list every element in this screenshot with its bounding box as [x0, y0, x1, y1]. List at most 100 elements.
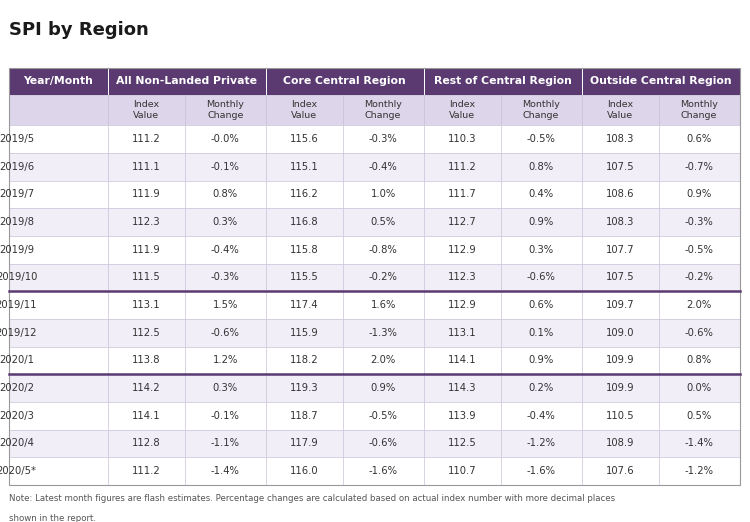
Text: 1.0%: 1.0% — [370, 189, 396, 199]
Text: Year/Month: Year/Month — [23, 76, 93, 87]
Text: 2019/10: 2019/10 — [0, 272, 38, 282]
Text: 108.3: 108.3 — [606, 134, 634, 144]
Text: -0.5%: -0.5% — [685, 245, 713, 255]
Text: Monthly
Change: Monthly Change — [206, 100, 245, 120]
Text: -0.2%: -0.2% — [685, 272, 713, 282]
Text: 110.5: 110.5 — [606, 411, 634, 421]
Text: 0.1%: 0.1% — [529, 328, 554, 338]
Text: 109.9: 109.9 — [606, 383, 634, 393]
Text: 113.8: 113.8 — [132, 355, 160, 365]
Text: 115.6: 115.6 — [290, 134, 319, 144]
Text: -0.1%: -0.1% — [211, 162, 240, 172]
Text: 0.5%: 0.5% — [686, 411, 712, 421]
Text: 0.9%: 0.9% — [686, 189, 712, 199]
Text: 117.9: 117.9 — [290, 438, 319, 448]
Text: 112.8: 112.8 — [132, 438, 160, 448]
Text: 107.7: 107.7 — [606, 245, 634, 255]
Text: 0.6%: 0.6% — [686, 134, 712, 144]
Text: 2019/5: 2019/5 — [0, 134, 34, 144]
Text: 2020/2: 2020/2 — [0, 383, 34, 393]
Text: -0.1%: -0.1% — [211, 411, 240, 421]
Text: shown in the report.: shown in the report. — [9, 514, 96, 522]
Text: 113.1: 113.1 — [448, 328, 476, 338]
Text: -0.8%: -0.8% — [369, 245, 398, 255]
Text: SPI by Region: SPI by Region — [9, 21, 148, 39]
Text: 111.9: 111.9 — [132, 245, 160, 255]
Text: 114.1: 114.1 — [448, 355, 476, 365]
Text: 118.7: 118.7 — [290, 411, 319, 421]
Text: Note: Latest month figures are flash estimates. Percentage changes are calculate: Note: Latest month figures are flash est… — [9, 494, 615, 503]
Text: 110.7: 110.7 — [448, 466, 476, 476]
Text: -0.3%: -0.3% — [369, 134, 398, 144]
Text: 114.1: 114.1 — [132, 411, 160, 421]
Text: Monthly
Change: Monthly Change — [680, 100, 718, 120]
Text: 116.8: 116.8 — [290, 217, 319, 227]
Text: -0.0%: -0.0% — [211, 134, 239, 144]
Text: 115.1: 115.1 — [290, 162, 319, 172]
Text: -1.4%: -1.4% — [211, 466, 240, 476]
Text: 2020/4: 2020/4 — [0, 438, 34, 448]
Text: -0.4%: -0.4% — [369, 162, 398, 172]
Text: Index
Value: Index Value — [134, 100, 159, 120]
Text: 111.2: 111.2 — [448, 162, 476, 172]
Text: Rest of Central Region: Rest of Central Region — [433, 76, 572, 87]
Text: 2020/5*: 2020/5* — [0, 466, 37, 476]
Text: 112.5: 112.5 — [132, 328, 160, 338]
Text: All Non-Landed Private: All Non-Landed Private — [116, 76, 257, 87]
Text: -0.6%: -0.6% — [211, 328, 240, 338]
Text: 0.8%: 0.8% — [529, 162, 554, 172]
Text: 1.5%: 1.5% — [212, 300, 238, 310]
Text: 112.9: 112.9 — [448, 300, 476, 310]
Text: -1.4%: -1.4% — [685, 438, 713, 448]
Text: -0.6%: -0.6% — [369, 438, 398, 448]
Text: 2019/11: 2019/11 — [0, 300, 38, 310]
Text: -0.4%: -0.4% — [211, 245, 239, 255]
Text: 2019/7: 2019/7 — [0, 189, 34, 199]
Text: -1.6%: -1.6% — [369, 466, 398, 476]
Text: 117.4: 117.4 — [290, 300, 319, 310]
Text: 115.9: 115.9 — [290, 328, 319, 338]
Text: 112.3: 112.3 — [132, 217, 160, 227]
Text: Monthly
Change: Monthly Change — [522, 100, 560, 120]
Text: 111.5: 111.5 — [132, 272, 160, 282]
Text: 113.9: 113.9 — [448, 411, 476, 421]
Text: 119.3: 119.3 — [290, 383, 319, 393]
Text: -1.2%: -1.2% — [526, 438, 556, 448]
Text: 0.3%: 0.3% — [529, 245, 554, 255]
Text: -0.3%: -0.3% — [211, 272, 239, 282]
Text: Outside Central Region: Outside Central Region — [590, 76, 731, 87]
Text: 111.9: 111.9 — [132, 189, 160, 199]
Text: 2020/3: 2020/3 — [0, 411, 34, 421]
Text: 0.4%: 0.4% — [529, 189, 554, 199]
Text: 107.5: 107.5 — [606, 162, 634, 172]
Text: -0.3%: -0.3% — [685, 217, 713, 227]
Text: 0.9%: 0.9% — [529, 355, 554, 365]
Text: 108.6: 108.6 — [606, 189, 634, 199]
Text: 2.0%: 2.0% — [686, 300, 712, 310]
Text: 107.6: 107.6 — [606, 466, 634, 476]
Text: 0.9%: 0.9% — [529, 217, 554, 227]
Text: 111.2: 111.2 — [132, 466, 160, 476]
Text: -1.1%: -1.1% — [211, 438, 240, 448]
Text: -0.6%: -0.6% — [526, 272, 556, 282]
Text: 2019/12: 2019/12 — [0, 328, 38, 338]
Text: 109.0: 109.0 — [606, 328, 634, 338]
Text: -0.5%: -0.5% — [526, 134, 556, 144]
Text: 112.5: 112.5 — [448, 438, 476, 448]
Text: 115.8: 115.8 — [290, 245, 319, 255]
Text: 116.2: 116.2 — [290, 189, 319, 199]
Text: 1.2%: 1.2% — [212, 355, 238, 365]
Text: Core Central Region: Core Central Region — [284, 76, 406, 87]
Text: 112.3: 112.3 — [448, 272, 476, 282]
Text: 115.5: 115.5 — [290, 272, 319, 282]
Text: 0.5%: 0.5% — [370, 217, 396, 227]
Text: 107.5: 107.5 — [606, 272, 634, 282]
Text: 2019/9: 2019/9 — [0, 245, 34, 255]
Text: 0.2%: 0.2% — [529, 383, 554, 393]
Text: 111.1: 111.1 — [132, 162, 160, 172]
Text: 2019/8: 2019/8 — [0, 217, 34, 227]
Text: 0.6%: 0.6% — [529, 300, 554, 310]
Text: 0.8%: 0.8% — [213, 189, 238, 199]
Text: Monthly
Change: Monthly Change — [364, 100, 402, 120]
Text: -0.5%: -0.5% — [369, 411, 398, 421]
